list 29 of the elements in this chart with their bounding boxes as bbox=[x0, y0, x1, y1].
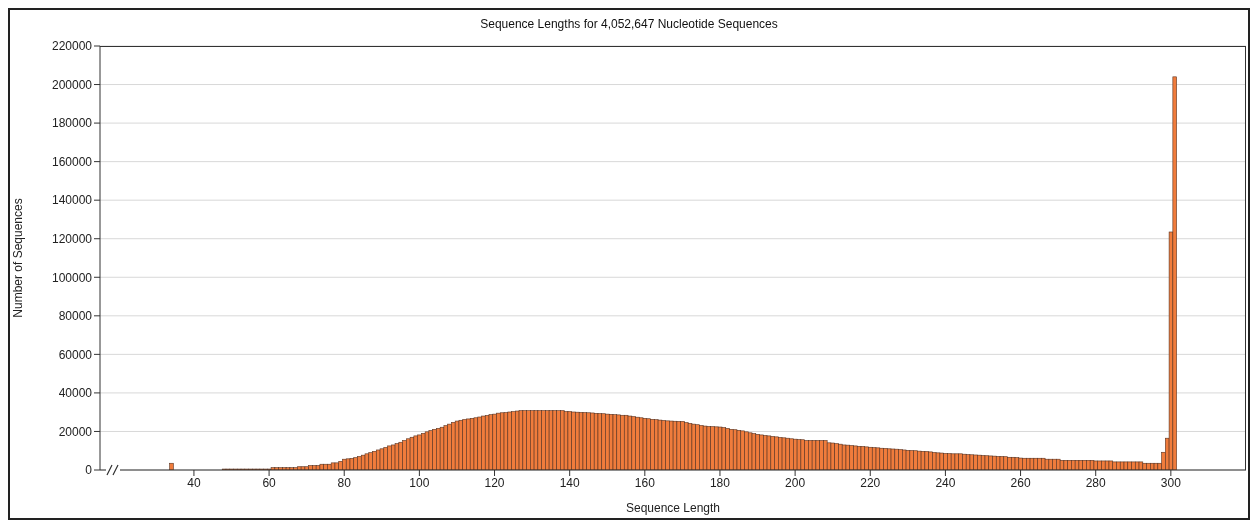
x-tick-label: 280 bbox=[1085, 475, 1107, 490]
y-tick-label: 40000 bbox=[58, 386, 93, 401]
x-tick-label: 140 bbox=[559, 475, 580, 490]
chart-title: Sequence Lengths for 4,052,647 Nucleotide Sequences bbox=[479, 16, 779, 33]
x-tick-label: 180 bbox=[709, 475, 731, 490]
y-tick-label: 0 bbox=[85, 463, 93, 478]
y-tick-label: 200000 bbox=[51, 77, 93, 92]
y-tick-label: 20000 bbox=[58, 424, 93, 439]
x-tick-label: 80 bbox=[337, 475, 352, 490]
x-tick-label: 220 bbox=[860, 475, 881, 490]
x-tick-label: 200 bbox=[785, 475, 806, 490]
y-tick-label: 60000 bbox=[58, 347, 93, 362]
y-tick-label: 120000 bbox=[51, 231, 93, 246]
x-tick-label: 300 bbox=[1160, 475, 1182, 490]
y-tick-label: 80000 bbox=[58, 309, 93, 324]
y-tick-label: 100000 bbox=[51, 270, 93, 285]
y-tick-label: 220000 bbox=[51, 39, 93, 54]
x-tick-label: 160 bbox=[634, 475, 656, 490]
y-axis-title: Number of Sequences bbox=[11, 198, 26, 318]
x-tick-label: 40 bbox=[187, 475, 201, 490]
x-tick-label: 60 bbox=[262, 475, 277, 490]
y-tick-label: 160000 bbox=[51, 154, 93, 169]
x-tick-label: 100 bbox=[409, 475, 430, 490]
x-tick-label: 240 bbox=[935, 475, 956, 490]
x-tick-label: 120 bbox=[484, 475, 505, 490]
x-axis-title: Sequence Length bbox=[625, 501, 721, 515]
y-tick-label: 140000 bbox=[51, 193, 93, 208]
y-tick-label: 180000 bbox=[51, 116, 93, 131]
x-tick-label: 260 bbox=[1010, 475, 1031, 490]
